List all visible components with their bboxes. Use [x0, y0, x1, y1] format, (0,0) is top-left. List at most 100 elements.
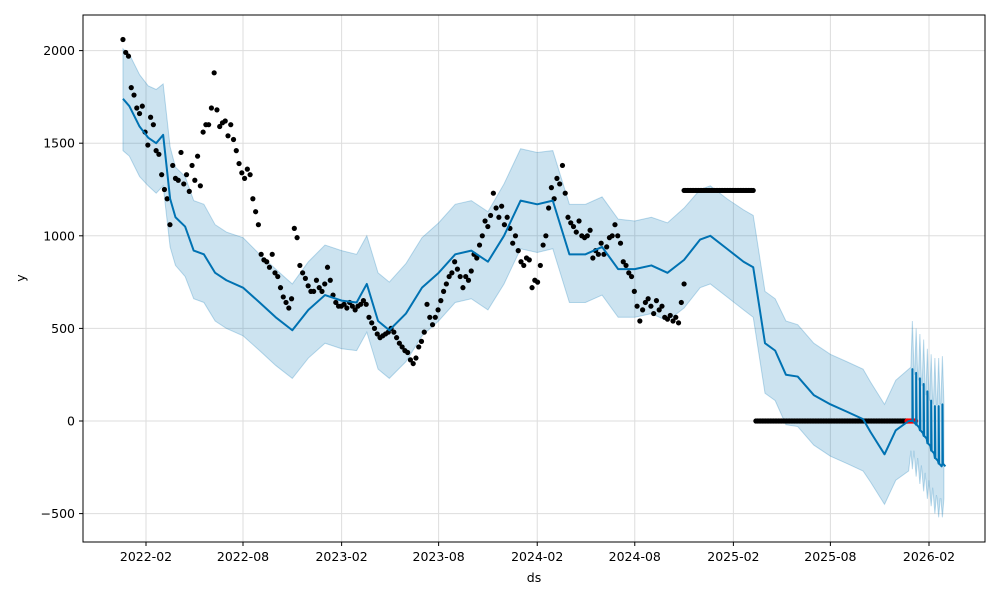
observed-point [515, 248, 521, 254]
observed-point [493, 205, 499, 211]
y-tick-label: 2000 [43, 43, 75, 58]
observed-point [275, 273, 281, 280]
observed-point [670, 318, 676, 324]
observed-point [642, 299, 648, 306]
observed-point [291, 225, 297, 231]
observed-point [490, 190, 496, 196]
observed-point [474, 255, 480, 261]
observed-point [294, 235, 300, 241]
observed-point [391, 329, 397, 335]
observed-point [181, 181, 187, 187]
observed-point [360, 298, 367, 304]
observed-point [454, 266, 461, 272]
observed-point [570, 223, 577, 230]
x-axis-ticks: 2022-02 2022-08 2023-02 2023-08 2024-02 2024-… [120, 542, 955, 564]
observed-point [598, 240, 604, 246]
y-tick-label: −500 [41, 506, 75, 521]
observed-point [297, 262, 303, 269]
x-tick-label: 2025-02 [707, 549, 759, 564]
observed-point [150, 122, 156, 128]
observed-point [617, 240, 624, 246]
observed-point [120, 36, 126, 43]
observed-point [667, 312, 673, 319]
observed-point [208, 105, 215, 111]
observed-point [175, 177, 181, 183]
observed-point [396, 340, 402, 346]
observed-point [601, 251, 607, 257]
observed-point [604, 244, 610, 250]
observed-point [416, 344, 422, 350]
observed-point [322, 281, 328, 287]
observed-point [147, 114, 154, 120]
observed-point [678, 299, 684, 306]
observed-point [440, 288, 447, 294]
observed-point [258, 251, 264, 257]
observed-point [288, 296, 295, 302]
observed-point [504, 214, 510, 220]
x-tick-label: 2022-08 [217, 549, 269, 564]
observed-point [637, 318, 643, 324]
observed-point [300, 270, 306, 276]
observed-point [573, 229, 579, 235]
observed-point [333, 299, 339, 306]
y-tick-label: 500 [51, 321, 75, 336]
observed-point [128, 85, 134, 91]
uncertainty-interval [122, 47, 945, 518]
observed-point [557, 181, 563, 187]
observed-point [194, 153, 201, 159]
observed-point [136, 110, 143, 117]
observed-point [324, 264, 331, 270]
observed-point [584, 233, 590, 239]
observed-point [280, 294, 286, 300]
observed-point [247, 172, 253, 178]
observed-point [272, 270, 278, 276]
observed-point [413, 355, 419, 361]
observed-point [548, 185, 554, 191]
observed-point [534, 279, 541, 285]
observed-point [134, 105, 140, 111]
y-tick-label: 0 [67, 414, 75, 429]
observed-point [587, 227, 593, 233]
observed-point [521, 262, 527, 269]
observed-point [681, 281, 687, 287]
observed-point [620, 259, 626, 265]
observed-point [424, 301, 430, 307]
observed-point [197, 183, 203, 189]
observed-point [615, 233, 621, 239]
observed-point [366, 314, 372, 320]
observed-point [159, 172, 165, 178]
observed-point [369, 320, 375, 326]
observed-point [537, 262, 543, 269]
observed-point [609, 233, 615, 239]
observed-point [145, 142, 151, 148]
observed-point [457, 273, 463, 280]
observed-point [139, 103, 145, 109]
observed-point [283, 299, 289, 306]
observed-point [487, 212, 494, 219]
observed-point [407, 357, 414, 363]
observed-point [501, 222, 508, 228]
observed-point [131, 92, 137, 98]
observed-point [421, 329, 427, 335]
observed-point [153, 148, 159, 154]
observed-point [319, 288, 325, 294]
observed-point [200, 129, 206, 135]
x-tick-label: 2024-02 [511, 549, 563, 564]
observed-point [429, 322, 436, 328]
observed-point [482, 218, 488, 224]
observed-point [568, 220, 574, 226]
observed-point [518, 259, 524, 265]
observed-point [394, 335, 400, 341]
observed-point [476, 242, 483, 248]
observed-point [189, 162, 195, 169]
observed-point [123, 49, 129, 56]
observed-point [410, 360, 416, 367]
observed-point [230, 136, 237, 143]
observed-point [675, 320, 682, 326]
observed-point [664, 316, 671, 322]
observed-point [750, 187, 756, 194]
observed-point [313, 277, 320, 283]
observed-point [344, 305, 350, 311]
observed-point [559, 162, 566, 169]
observed-point [463, 273, 469, 280]
